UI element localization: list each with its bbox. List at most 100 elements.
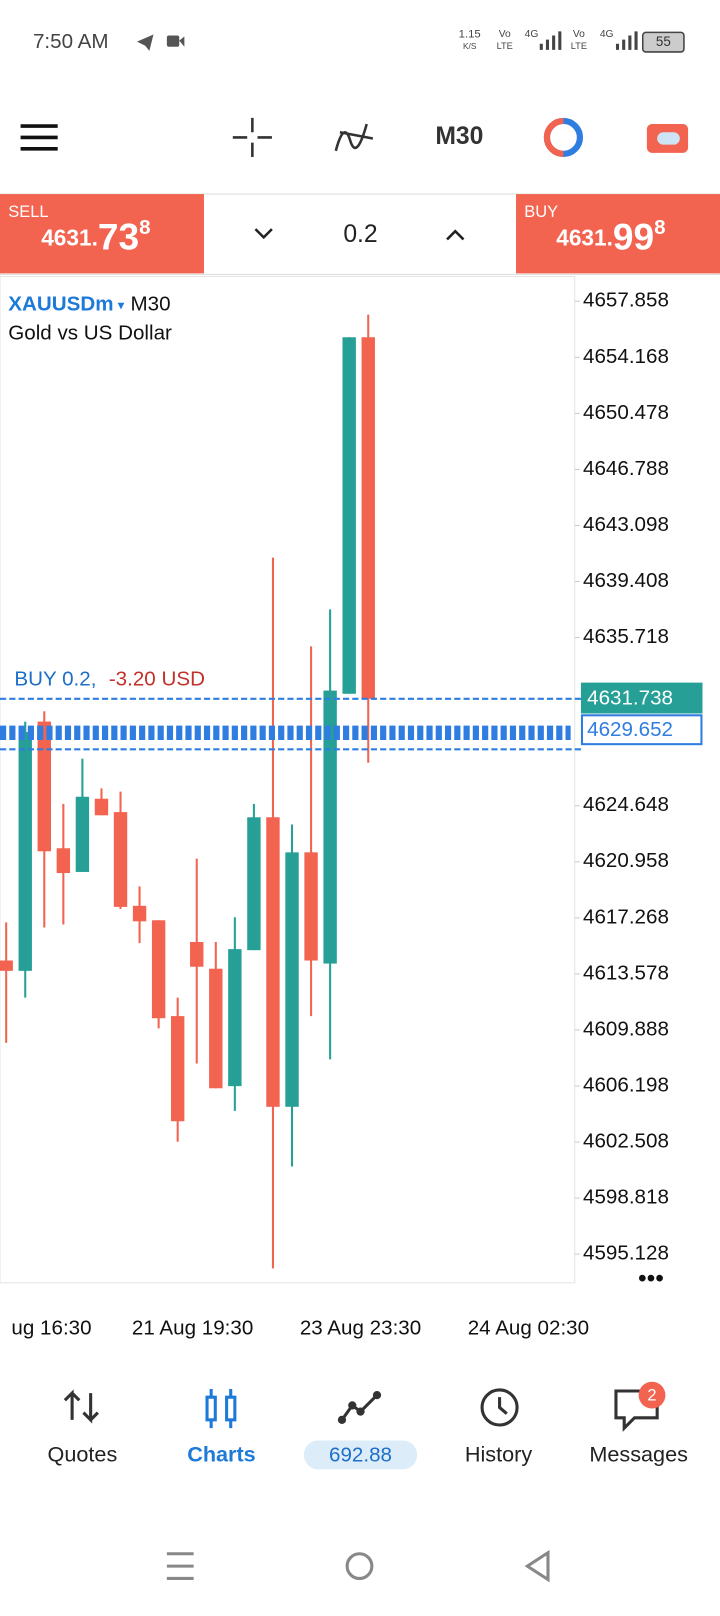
sell-price: 4631.738 bbox=[41, 215, 150, 257]
clock: 7:50 AM bbox=[33, 30, 109, 53]
history-icon[interactable] bbox=[480, 1388, 519, 1427]
symbol-description: Gold vs US Dollar bbox=[8, 322, 172, 345]
signal-bars bbox=[615, 31, 638, 50]
timeframe-button[interactable]: M30 bbox=[435, 123, 483, 150]
chart-timeframe: M30 bbox=[131, 293, 171, 316]
y-tick-label: 4650.478 bbox=[583, 401, 669, 424]
price-tag-label: 4631.738 bbox=[587, 687, 673, 710]
nav-quotes[interactable]: Quotes bbox=[48, 1442, 118, 1467]
y-tick-label: 4620.958 bbox=[583, 849, 669, 872]
x-tick-label: 24 Aug 02:30 bbox=[468, 1317, 589, 1340]
lot-increase[interactable] bbox=[446, 229, 465, 241]
y-tick-label: 4598.818 bbox=[583, 1186, 669, 1209]
candle-body bbox=[266, 817, 280, 1107]
candle-body bbox=[18, 731, 32, 971]
trade-icon[interactable] bbox=[340, 1394, 379, 1421]
buy-button[interactable] bbox=[516, 194, 720, 274]
speed: 1.15 bbox=[459, 28, 481, 40]
badge bbox=[638, 1381, 666, 1409]
candle-body bbox=[75, 796, 90, 872]
charts-icon[interactable] bbox=[205, 1388, 237, 1429]
y-tick-label: 4646.788 bbox=[583, 457, 669, 480]
time-axis: ug 16:30 21 Aug 19:30 23 Aug 23:30 24 Aug 0… bbox=[11, 1317, 589, 1340]
nav-charts[interactable]: Charts bbox=[187, 1442, 256, 1467]
signal-label: Vo bbox=[499, 29, 511, 40]
candle-body bbox=[209, 968, 223, 1089]
candle-body bbox=[304, 852, 318, 961]
recents-button[interactable] bbox=[166, 1552, 194, 1581]
video-icon bbox=[166, 35, 180, 47]
x-tick-label: 23 Aug 23:30 bbox=[300, 1317, 421, 1340]
chart-area bbox=[0, 275, 576, 1284]
x-tick-label: ug 16:30 bbox=[11, 1317, 91, 1340]
lot-decrease[interactable] bbox=[254, 228, 273, 240]
battery bbox=[641, 31, 685, 53]
y-tick-label: 4643.098 bbox=[583, 513, 669, 536]
signal-label: Vo bbox=[573, 29, 585, 40]
y-tick-label: 4595.128 bbox=[583, 1242, 669, 1265]
battery-level: 55 bbox=[656, 34, 671, 49]
signal-label: LTE bbox=[571, 41, 587, 51]
price-tag bbox=[580, 714, 703, 746]
price-head: 4631. bbox=[556, 224, 613, 250]
crosshair-button[interactable] bbox=[232, 117, 272, 158]
back-button[interactable] bbox=[524, 1549, 550, 1583]
lot-size[interactable]: 0.2 bbox=[343, 221, 377, 248]
quotes-icon[interactable] bbox=[63, 1389, 99, 1424]
candle-body bbox=[247, 817, 261, 951]
trade-icon bbox=[356, 1407, 365, 1416]
price-big: 73 bbox=[98, 215, 139, 257]
balance: 692.88 bbox=[329, 1443, 392, 1466]
signal-label: 4G bbox=[525, 29, 539, 40]
telegram-icon bbox=[136, 34, 154, 51]
candle-body bbox=[190, 941, 204, 967]
candle-body bbox=[37, 721, 51, 852]
y-tick-label: 4602.508 bbox=[583, 1130, 669, 1153]
symbol[interactable]: XAUUSDm bbox=[8, 293, 113, 316]
price-sup: 8 bbox=[654, 217, 665, 240]
candle-body bbox=[132, 905, 147, 922]
chart-header: XAUUSDm ▾ M30 bbox=[8, 293, 170, 316]
candle-body bbox=[0, 960, 13, 971]
position-label: BUY 0.2, bbox=[14, 668, 96, 691]
badge-count: 2 bbox=[647, 1387, 656, 1405]
nav-history[interactable]: History bbox=[465, 1442, 532, 1467]
symbol-dropdown[interactable]: ▾ bbox=[118, 297, 125, 312]
price-tag-label: 4629.652 bbox=[587, 718, 673, 741]
home-button[interactable] bbox=[345, 1552, 374, 1581]
candle-body bbox=[228, 949, 242, 1087]
nav-messages[interactable]: Messages bbox=[589, 1442, 688, 1467]
candle-body bbox=[94, 798, 109, 816]
balance-pill[interactable] bbox=[303, 1440, 418, 1470]
candle-body bbox=[361, 337, 375, 699]
candle-body bbox=[113, 812, 128, 907]
y-tick-label: 4617.268 bbox=[583, 905, 669, 928]
y-tick-label: 4639.408 bbox=[583, 569, 669, 592]
sell-button[interactable] bbox=[0, 194, 204, 274]
candle-body bbox=[151, 920, 166, 1019]
candle-body bbox=[342, 337, 356, 694]
y-tick-label: 4657.858 bbox=[583, 289, 669, 312]
indicators-button[interactable] bbox=[334, 123, 374, 152]
price-big: 99 bbox=[613, 215, 654, 257]
menu-button[interactable] bbox=[20, 124, 58, 151]
position-pl: -3.20 USD bbox=[109, 668, 205, 691]
signal-label: LTE bbox=[497, 41, 513, 51]
price-head: 4631. bbox=[41, 224, 98, 250]
price-sup: 8 bbox=[139, 217, 150, 240]
signal-label: 4G bbox=[600, 29, 614, 40]
speed-unit: K/S bbox=[463, 42, 477, 51]
more-button[interactable]: ••• bbox=[638, 1265, 664, 1292]
y-tick-label: 4624.648 bbox=[583, 793, 669, 816]
y-tick-label: 4609.888 bbox=[583, 1017, 669, 1040]
position-info: BUY 0.2, -3.20 USD bbox=[14, 668, 205, 691]
video-icon bbox=[179, 36, 185, 47]
candle-body bbox=[56, 848, 71, 874]
candles bbox=[0, 314, 375, 1269]
sell-label: SELL bbox=[8, 203, 48, 221]
signal-bars bbox=[539, 31, 562, 50]
y-tick-label: 4613.578 bbox=[583, 961, 669, 984]
y-tick-label: 4606.198 bbox=[583, 1073, 669, 1096]
